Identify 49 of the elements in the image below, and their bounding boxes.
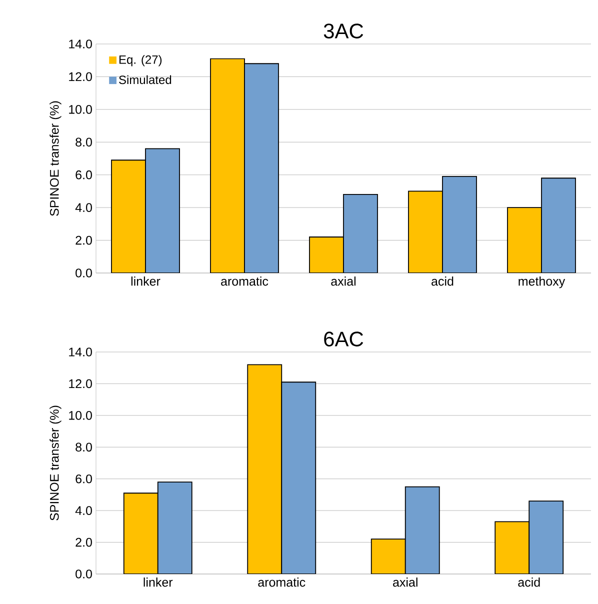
- y-tick-label: 14.0: [69, 348, 92, 356]
- legend-label: Simulated: [119, 75, 172, 84]
- bar: [145, 148, 180, 273]
- y-tick-label: 8.0: [76, 138, 92, 147]
- bar: [247, 364, 282, 574]
- x-tick-label: aromatic: [221, 276, 268, 286]
- y-tick-label: 8.0: [76, 442, 92, 452]
- x-tick-label: linker: [144, 578, 173, 587]
- x-tick-label: acid: [432, 276, 454, 286]
- bar: [111, 160, 146, 273]
- y-axis-title: SPINOE transfer (%): [50, 101, 62, 216]
- y-tick-label: 0.0: [76, 570, 92, 578]
- bar: [404, 486, 440, 574]
- x-tick-label: axial: [331, 276, 356, 286]
- x-tick-label: linker: [131, 276, 160, 286]
- bar: [281, 382, 316, 574]
- chart-title: 6AC: [324, 332, 364, 346]
- bar: [507, 207, 542, 273]
- bar: [343, 194, 378, 273]
- y-tick-label: 12.0: [69, 379, 92, 388]
- y-tick-label: 2.0: [76, 236, 92, 245]
- bar: [528, 500, 564, 574]
- y-tick-label: 6.0: [76, 170, 92, 180]
- bar: [442, 176, 477, 273]
- x-tick-label: methoxy: [518, 276, 566, 288]
- y-tick-label: 4.0: [75, 203, 92, 212]
- y-tick-label: 4.0: [75, 506, 92, 515]
- bar: [157, 482, 192, 574]
- bar: [370, 538, 406, 574]
- bar: [408, 190, 443, 273]
- y-tick-label: 6.0: [76, 474, 92, 484]
- x-tick-label: acid: [518, 578, 540, 587]
- y-tick-label: 14.0: [69, 40, 92, 48]
- legend-label: Eq. (27): [119, 55, 162, 66]
- x-tick-label: axial: [393, 578, 418, 587]
- bar: [541, 178, 576, 273]
- chart-title: 3AC: [324, 24, 364, 38]
- y-axis-title: SPINOE transfer (%): [50, 406, 62, 520]
- bar: [123, 492, 158, 574]
- y-tick-label: 10.0: [69, 411, 92, 420]
- y-tick-label: 0.0: [76, 268, 92, 278]
- y-tick-label: 2.0: [76, 538, 92, 547]
- y-tick-label: 12.0: [69, 72, 92, 82]
- bar: [244, 63, 279, 273]
- x-tick-label: aromatic: [258, 578, 306, 587]
- bar: [494, 521, 530, 574]
- bar: [210, 58, 245, 273]
- bar: [309, 236, 344, 273]
- y-tick-label: 10.0: [69, 105, 92, 114]
